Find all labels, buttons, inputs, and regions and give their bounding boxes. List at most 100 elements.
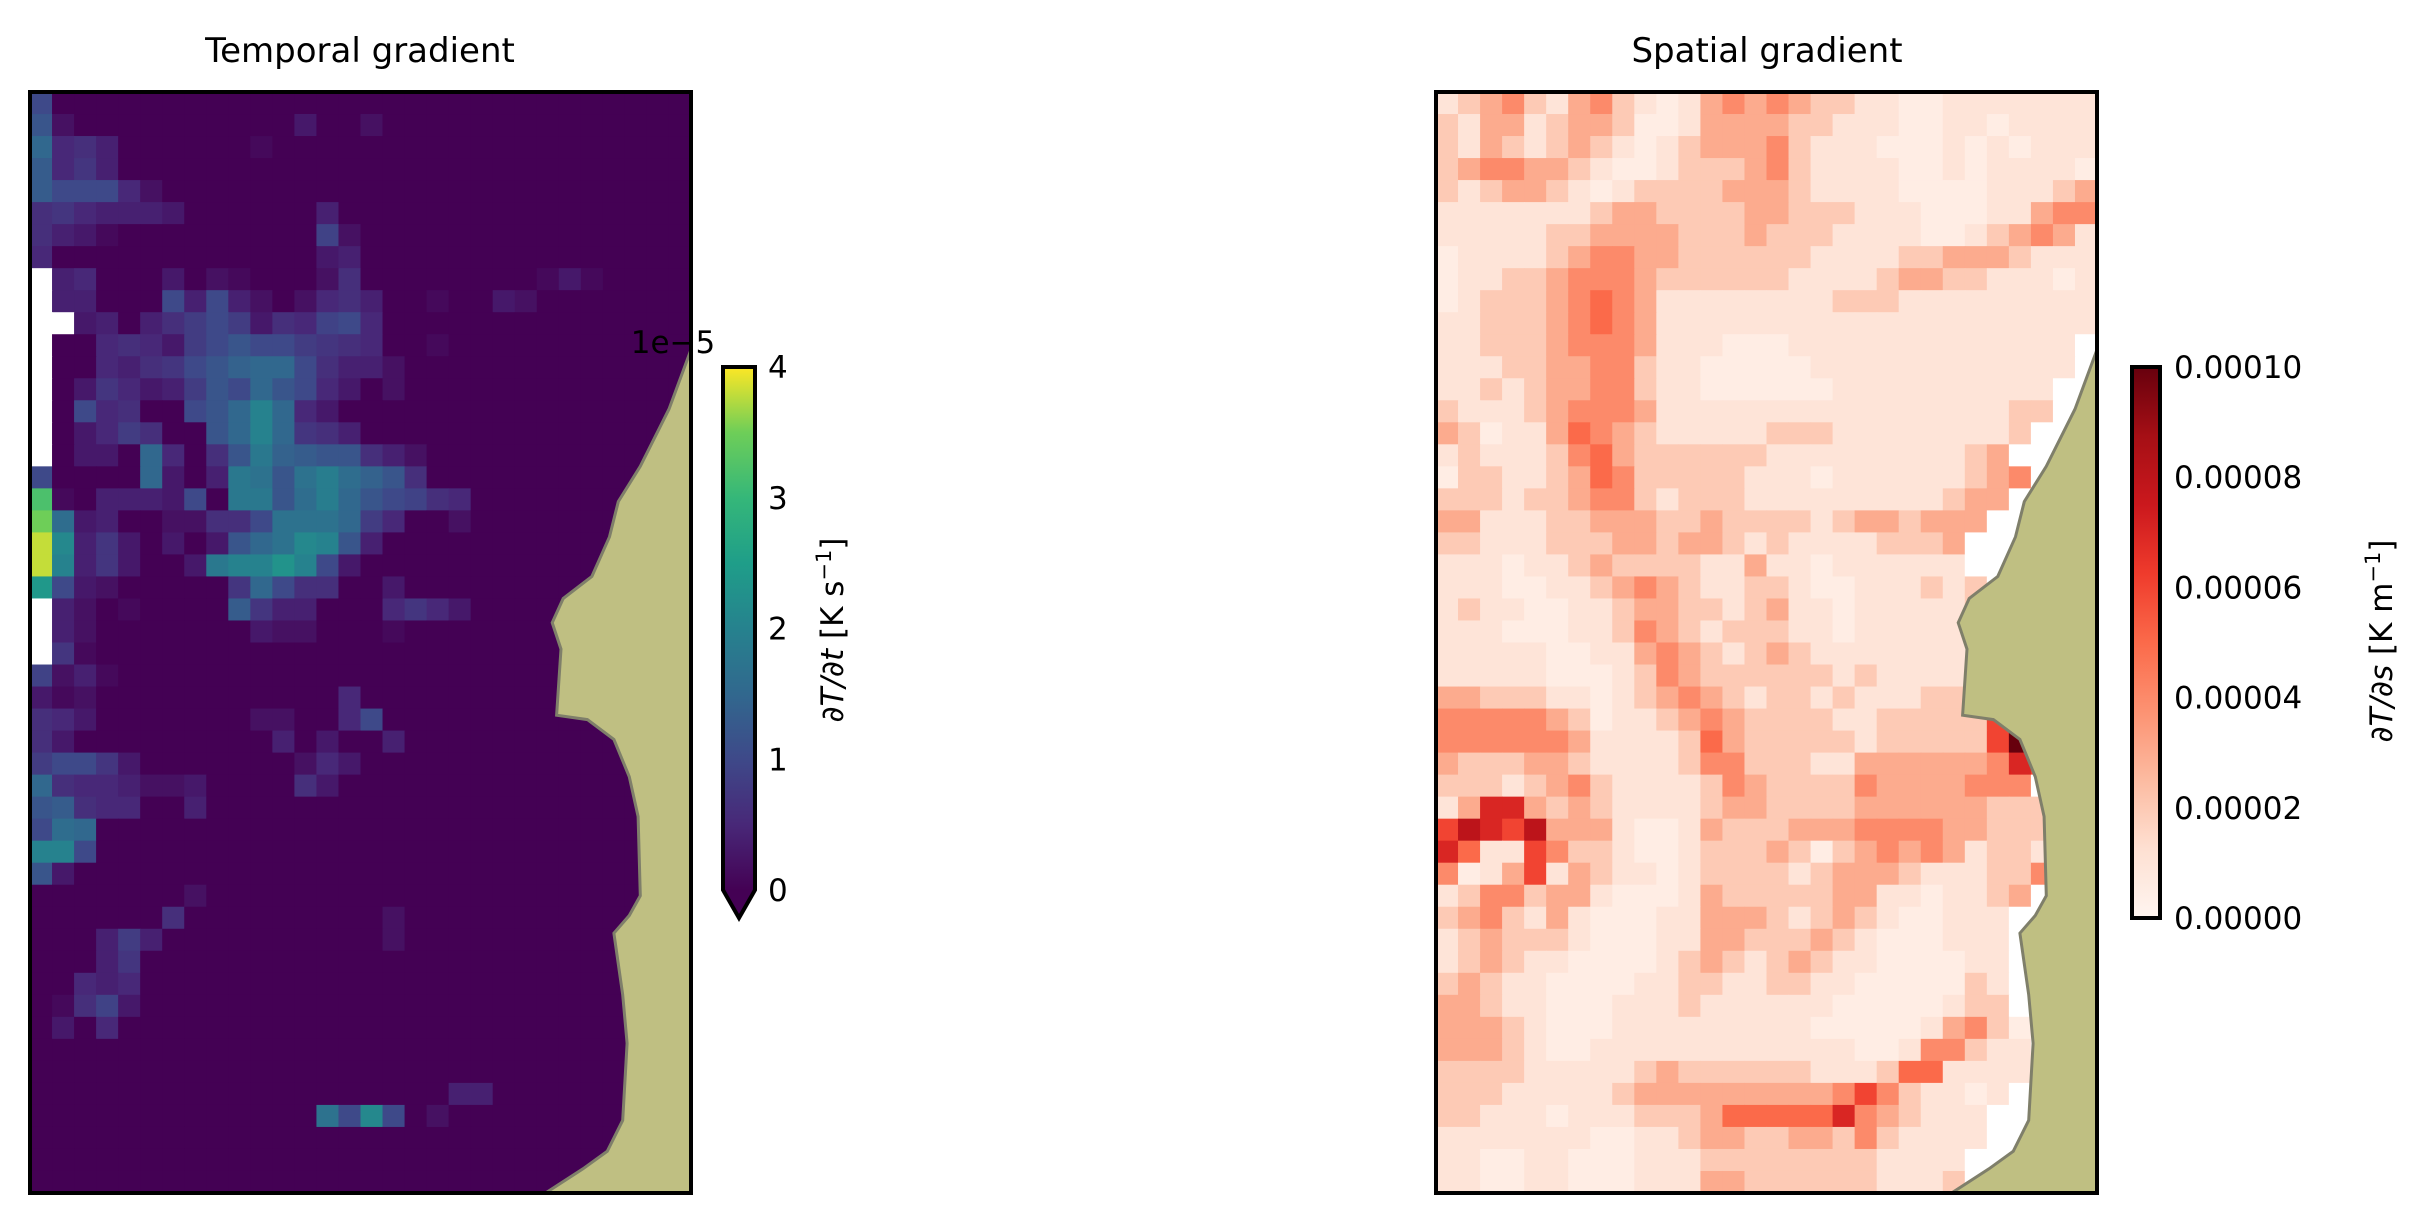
heatmap-cell xyxy=(536,158,560,181)
heatmap-cell xyxy=(338,356,362,379)
heatmap-cell xyxy=(1502,994,1525,1018)
heatmap-cell xyxy=(1964,246,1988,269)
heatmap-cell xyxy=(1986,1038,2010,1062)
heatmap-cell xyxy=(1700,576,1724,600)
heatmap-cell xyxy=(580,312,604,335)
heatmap-cell xyxy=(360,752,384,776)
heatmap-cell xyxy=(74,818,97,842)
heatmap-cell xyxy=(1502,554,1525,578)
heatmap-cell xyxy=(1546,444,1569,467)
heatmap-cell xyxy=(1788,532,1812,556)
heatmap-cell xyxy=(1766,444,1790,467)
heatmap-cell xyxy=(1568,730,1591,754)
heatmap-cell xyxy=(1898,114,1922,137)
heatmap-cell xyxy=(1480,466,1503,489)
heatmap-cell xyxy=(1876,180,1900,203)
heatmap-cell xyxy=(162,202,185,225)
heatmap-cell xyxy=(294,92,318,115)
heatmap-cell xyxy=(2030,378,2054,401)
heatmap-cell xyxy=(1436,1016,1459,1040)
heatmap-cell xyxy=(1964,202,1988,225)
heatmap-cell xyxy=(1590,972,1613,996)
heatmap-cell xyxy=(470,1126,494,1150)
heatmap-cell xyxy=(1502,378,1525,401)
heatmap-cell xyxy=(1480,1082,1503,1106)
heatmap-cell xyxy=(250,598,273,622)
heatmap-cell xyxy=(1766,1126,1790,1150)
heatmap-cell xyxy=(514,224,538,247)
heatmap-cell xyxy=(580,224,604,247)
heatmap-cell xyxy=(1832,774,1856,798)
heatmap-cell xyxy=(1546,1038,1569,1062)
heatmap-cell xyxy=(1656,488,1679,511)
heatmap-cell xyxy=(118,642,141,666)
heatmap-cell xyxy=(1876,752,1900,776)
heatmap-cell xyxy=(1634,796,1657,820)
heatmap-cell xyxy=(448,818,472,842)
heatmap-cell xyxy=(294,994,318,1018)
heatmap-cell xyxy=(448,466,472,489)
heatmap-cell xyxy=(1436,268,1459,291)
heatmap-cell xyxy=(1590,180,1613,203)
heatmap-cell xyxy=(74,246,97,269)
heatmap-cell xyxy=(1612,356,1635,379)
heatmap-cell xyxy=(1656,950,1679,974)
heatmap-cell xyxy=(514,994,538,1018)
heatmap-cell xyxy=(338,1170,362,1194)
heatmap-cell xyxy=(316,246,340,269)
heatmap-cell xyxy=(1854,444,1878,467)
heatmap-cell xyxy=(382,774,406,798)
heatmap-cell xyxy=(1810,136,1834,159)
spatial-colorbar-gradient xyxy=(2130,365,2162,920)
heatmap-cell xyxy=(1744,422,1768,445)
heatmap-cell xyxy=(1502,1060,1525,1084)
heatmap-cell xyxy=(1986,1060,2010,1084)
heatmap-cell xyxy=(228,268,251,291)
heatmap-cell xyxy=(30,906,53,930)
heatmap-cell xyxy=(1898,752,1922,776)
heatmap-cell xyxy=(206,928,229,952)
heatmap-cell xyxy=(52,884,75,908)
heatmap-cell xyxy=(514,686,538,710)
heatmap-cell xyxy=(1436,356,1459,379)
heatmap-cell xyxy=(96,818,119,842)
heatmap-cell xyxy=(1436,334,1459,357)
heatmap-cell xyxy=(228,686,251,710)
heatmap-cell xyxy=(272,1170,295,1194)
heatmap-cell xyxy=(1678,576,1701,600)
heatmap-cell xyxy=(1590,950,1613,974)
heatmap-cell xyxy=(1854,620,1878,644)
heatmap-cell xyxy=(184,114,207,137)
heatmap-cell xyxy=(1678,312,1701,335)
heatmap-cell xyxy=(1634,686,1657,710)
heatmap-cell xyxy=(1700,400,1724,423)
heatmap-cell xyxy=(514,488,538,511)
heatmap-cell xyxy=(1612,950,1635,974)
heatmap-cell xyxy=(1832,1082,1856,1106)
heatmap-cell xyxy=(30,356,53,379)
heatmap-cell xyxy=(492,752,516,776)
heatmap-cell xyxy=(1656,554,1679,578)
heatmap-cell xyxy=(1502,796,1525,820)
heatmap-cell xyxy=(162,730,185,754)
heatmap-cell xyxy=(228,950,251,974)
heatmap-cell xyxy=(1942,136,1966,159)
heatmap-cell xyxy=(558,554,582,578)
heatmap-cell xyxy=(426,312,450,335)
heatmap-cell xyxy=(1656,928,1679,952)
heatmap-cell xyxy=(492,1038,516,1062)
heatmap-cell xyxy=(1920,1082,1944,1106)
heatmap-cell xyxy=(1436,598,1459,622)
heatmap-cell xyxy=(1942,928,1966,952)
heatmap-cell xyxy=(338,796,362,820)
heatmap-cell xyxy=(1568,510,1591,533)
heatmap-cell xyxy=(272,488,295,511)
heatmap-cell xyxy=(1810,510,1834,533)
heatmap-cell xyxy=(96,554,119,578)
heatmap-cell xyxy=(250,862,273,886)
heatmap-cell xyxy=(1480,444,1503,467)
heatmap-cell xyxy=(602,796,626,820)
heatmap-cell xyxy=(1810,422,1834,445)
heatmap-cell xyxy=(1722,1082,1746,1106)
heatmap-cell xyxy=(1854,1104,1878,1128)
